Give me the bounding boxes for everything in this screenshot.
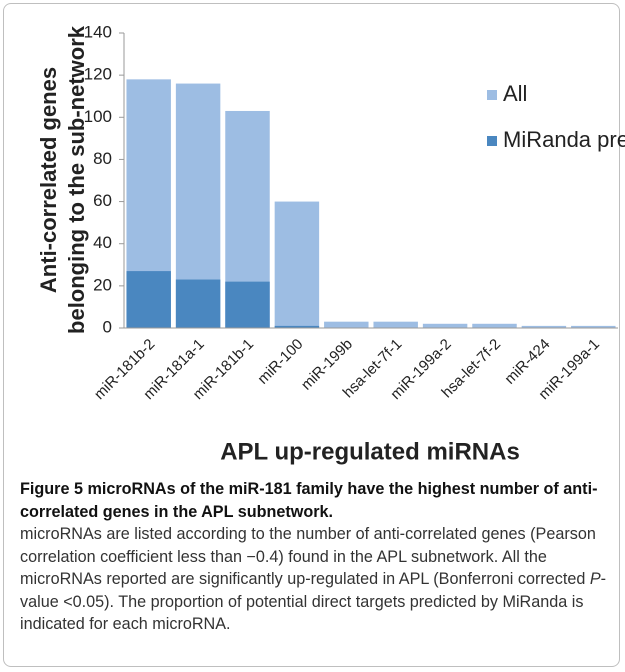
bar	[274, 325, 320, 328]
bar	[521, 325, 567, 328]
bar	[274, 201, 320, 328]
legend-label: All	[503, 81, 527, 106]
x-axis-label: APL up-regulated miRNAs	[220, 438, 520, 465]
chart: Anti-correlated genes belonging to the s…	[36, 22, 625, 465]
y-tick-label: 40	[93, 233, 112, 252]
legend-swatch	[487, 136, 497, 146]
legend-label: MiRanda predicted	[503, 127, 625, 152]
legend-swatch	[487, 90, 497, 100]
caption-text: microRNAs are listed according to the nu…	[20, 525, 596, 588]
bar	[373, 321, 418, 328]
y-axis-label: Anti-correlated genes	[36, 67, 61, 293]
y-tick-label: 20	[93, 275, 112, 294]
caption: Figure 5 microRNAs of the miR-181 family…	[20, 478, 612, 636]
y-tick-label: 120	[84, 65, 112, 84]
bar	[126, 271, 171, 328]
bar	[324, 321, 369, 328]
bar	[175, 279, 221, 328]
caption-text: -value <0.05). The proportion of potenti…	[20, 570, 607, 633]
y-axis-label: belonging to the sub-network	[64, 25, 89, 334]
y-tick-label: 60	[93, 191, 112, 210]
y-tick-label: 80	[93, 149, 112, 168]
bar	[571, 325, 616, 328]
caption-text: P	[589, 570, 601, 588]
caption-title: Figure 5 microRNAs of the miR-181 family…	[20, 480, 598, 521]
bar	[225, 281, 270, 328]
y-tick-label: 0	[103, 317, 112, 336]
bar	[472, 323, 517, 328]
bar	[422, 323, 468, 328]
y-tick-label: 100	[84, 107, 112, 126]
y-tick-label: 140	[84, 22, 112, 41]
figure-frame	[3, 3, 620, 667]
